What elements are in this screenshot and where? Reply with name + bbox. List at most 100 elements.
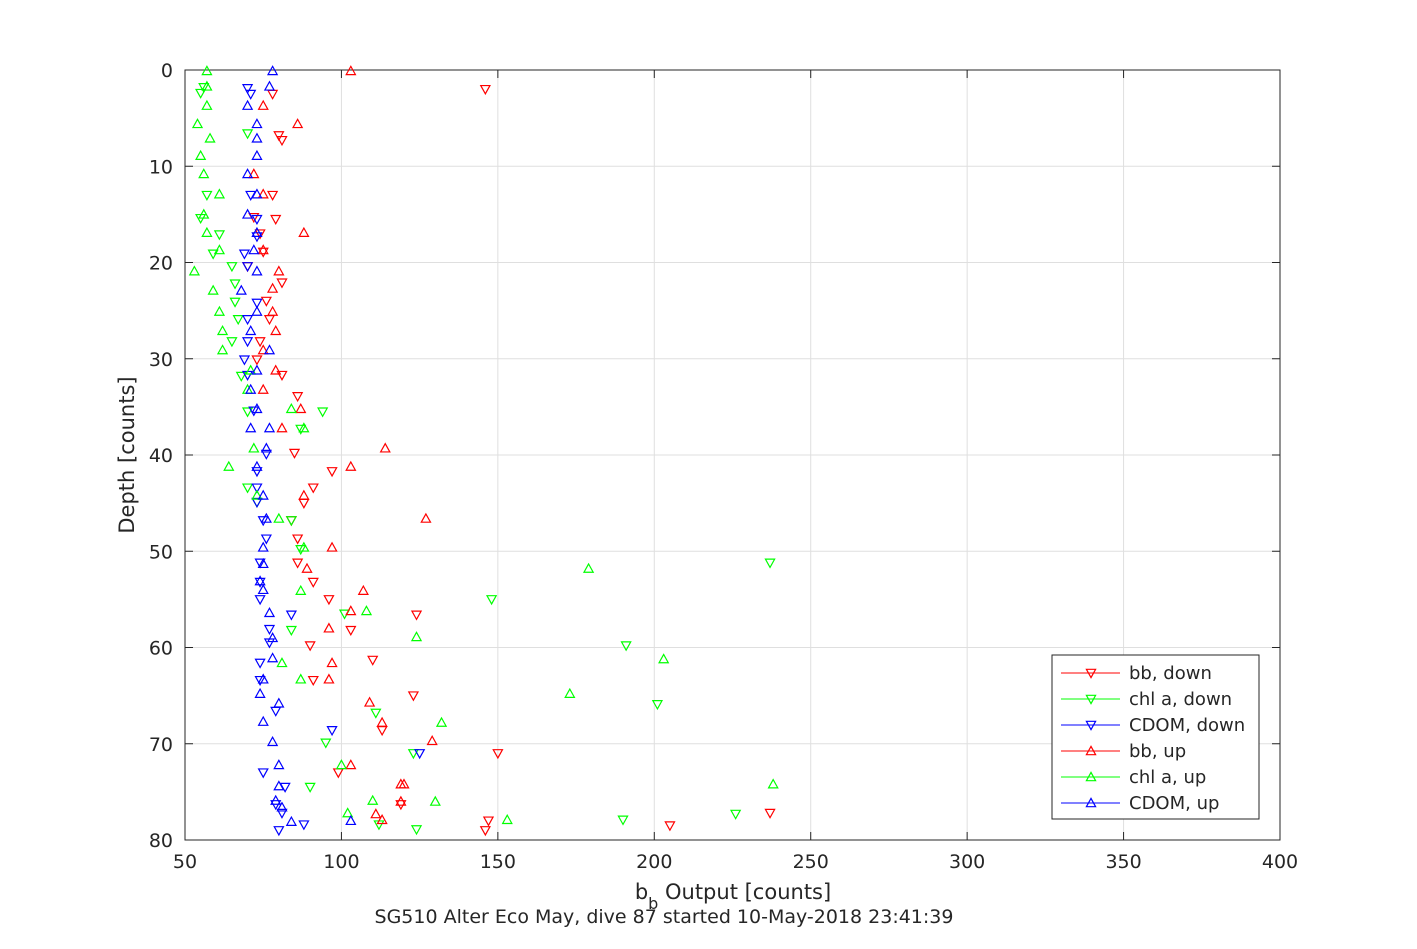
data-point xyxy=(245,325,257,336)
data-point xyxy=(241,315,254,326)
series-cdom-up xyxy=(235,65,357,826)
data-point xyxy=(241,99,254,110)
data-point xyxy=(295,673,307,684)
data-point xyxy=(395,795,407,806)
data-point xyxy=(582,562,595,573)
legend-label: CDOM, up xyxy=(1129,793,1219,814)
data-point xyxy=(251,132,263,143)
data-point xyxy=(241,129,254,140)
data-point xyxy=(398,778,410,789)
y-tick-label: 0 xyxy=(161,60,173,82)
data-point xyxy=(276,801,288,812)
data-point xyxy=(285,516,297,527)
data-point xyxy=(195,88,207,99)
data-point xyxy=(410,631,423,642)
data-point xyxy=(251,188,263,199)
data-point xyxy=(254,229,266,240)
data-point xyxy=(360,605,373,616)
data-points xyxy=(188,65,779,837)
data-point xyxy=(410,825,423,836)
data-point xyxy=(254,595,266,606)
data-point xyxy=(251,402,263,414)
y-tick-label: 50 xyxy=(149,541,173,563)
legend-label: chl a, down xyxy=(1129,689,1232,710)
data-point xyxy=(248,244,260,255)
data-point xyxy=(263,607,276,618)
data-point xyxy=(564,687,576,698)
data-point xyxy=(295,584,307,595)
x-tick-label: 200 xyxy=(636,851,672,873)
data-point xyxy=(257,244,269,255)
data-point xyxy=(195,149,207,160)
data-point xyxy=(273,131,285,142)
data-point xyxy=(370,708,382,719)
y-tick-label: 30 xyxy=(149,349,173,371)
data-point xyxy=(251,489,263,500)
data-point xyxy=(292,534,304,545)
data-point xyxy=(266,190,279,201)
data-point xyxy=(191,118,204,129)
data-point xyxy=(620,641,632,652)
data-point xyxy=(357,584,369,595)
legend-label: bb, up xyxy=(1129,741,1186,762)
data-point xyxy=(298,226,310,237)
data-point xyxy=(345,65,357,76)
legend-box xyxy=(1051,654,1260,820)
data-point xyxy=(414,749,426,760)
data-point xyxy=(260,512,272,523)
x-tick-label: 300 xyxy=(949,851,985,873)
data-point xyxy=(238,249,251,260)
data-point xyxy=(379,442,391,453)
data-point xyxy=(298,541,310,552)
data-point xyxy=(257,383,269,394)
data-point xyxy=(307,577,319,588)
x-tick-label: 350 xyxy=(1105,851,1141,873)
data-point xyxy=(245,89,257,100)
data-point xyxy=(285,815,297,826)
data-point xyxy=(270,214,282,226)
x-axis-label-subscript: b xyxy=(648,894,658,913)
data-point xyxy=(251,355,263,366)
data-point xyxy=(664,821,676,832)
data-point xyxy=(266,65,279,76)
data-point xyxy=(213,244,226,255)
data-point xyxy=(257,188,269,199)
chart-subtitle: SG510 Alter Eco May, dive 87 started 10-… xyxy=(375,906,954,928)
data-point xyxy=(764,808,776,819)
data-point xyxy=(435,716,448,727)
data-point xyxy=(257,99,269,110)
y-tick-label: 10 xyxy=(149,156,173,178)
data-point xyxy=(257,583,269,595)
data-point xyxy=(251,118,263,129)
legend-marker xyxy=(1085,771,1097,782)
data-point xyxy=(730,809,742,820)
data-point xyxy=(248,442,260,453)
data-point xyxy=(241,483,254,494)
y-tick-label: 80 xyxy=(149,830,173,852)
data-point xyxy=(317,407,329,418)
data-point xyxy=(479,84,491,96)
data-point xyxy=(323,673,335,684)
data-point xyxy=(260,442,272,453)
data-point xyxy=(260,449,272,460)
x-tick-label: 400 xyxy=(1262,851,1298,873)
data-point xyxy=(216,325,229,336)
x-axis-label-base: b xyxy=(635,880,648,904)
data-point xyxy=(263,624,276,636)
data-point xyxy=(241,168,254,179)
data-point xyxy=(251,467,263,478)
data-point xyxy=(345,605,357,616)
data-point xyxy=(285,625,297,637)
data-point xyxy=(407,691,420,702)
data-point xyxy=(276,135,288,147)
legend-label: bb, down xyxy=(1129,663,1212,684)
data-point xyxy=(326,657,338,668)
data-point xyxy=(367,655,379,666)
data-point xyxy=(241,84,254,95)
data-point xyxy=(276,370,288,381)
data-point xyxy=(238,355,251,366)
data-point xyxy=(410,610,423,621)
data-point xyxy=(273,759,285,770)
data-point xyxy=(263,344,276,355)
